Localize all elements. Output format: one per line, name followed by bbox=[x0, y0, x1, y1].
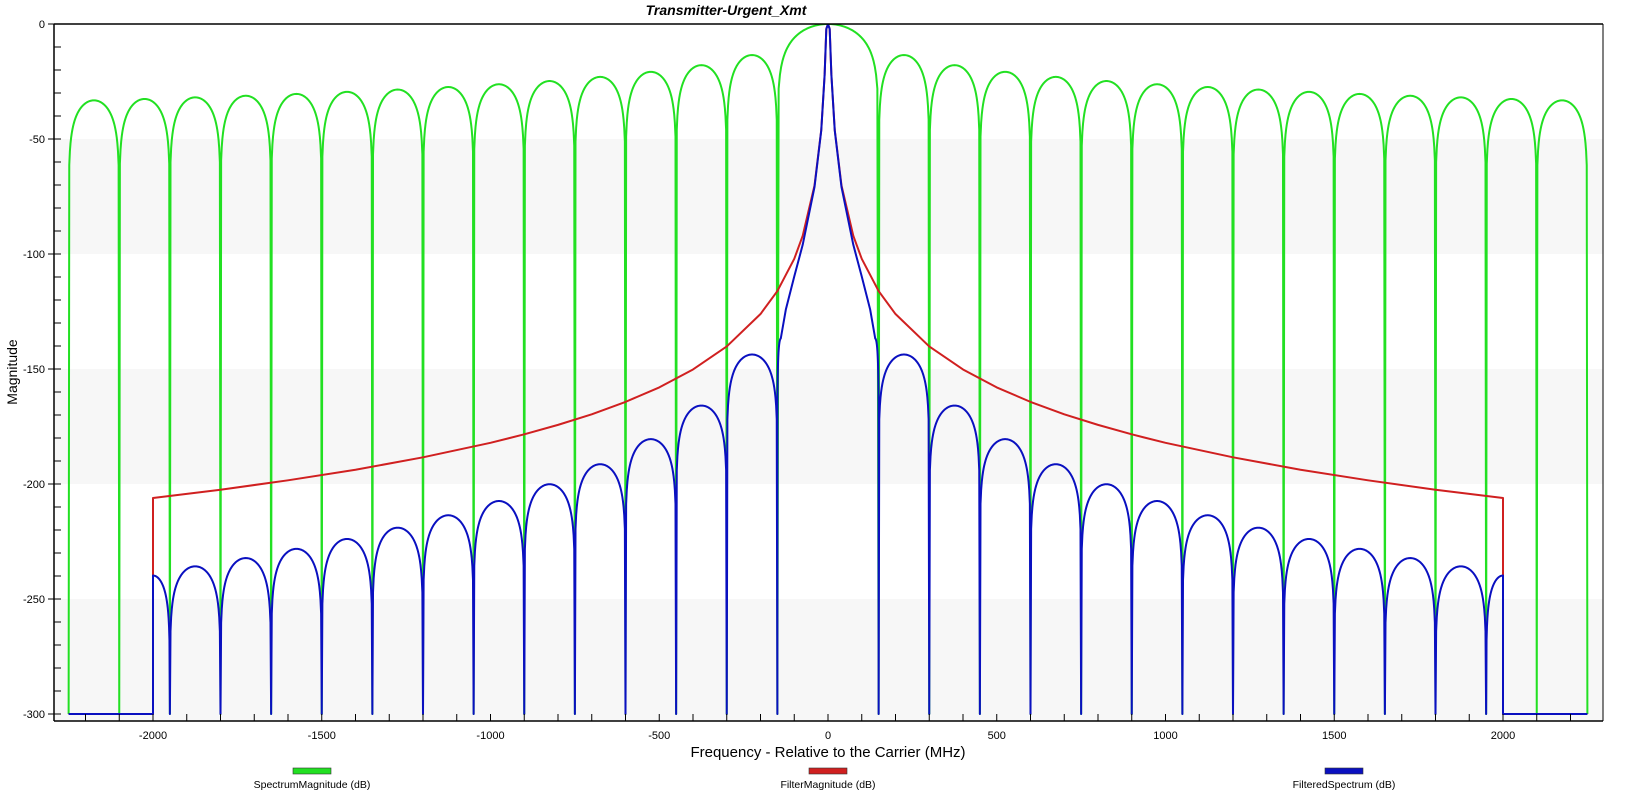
legend-label: SpectrumMagnitude (dB) bbox=[254, 779, 371, 791]
legend-item: FilteredSpectrum (dB) bbox=[1293, 767, 1396, 791]
grid-band bbox=[54, 599, 1603, 721]
y-tick-label: -50 bbox=[29, 134, 45, 146]
series-line-1 bbox=[68, 24, 1588, 715]
y-tick-label: -250 bbox=[23, 594, 45, 606]
grid-band bbox=[54, 139, 1603, 254]
y-tick-label: -100 bbox=[23, 249, 45, 261]
grid-bands bbox=[54, 139, 1603, 721]
x-tick-label: 1000 bbox=[1153, 730, 1177, 742]
x-tick-label: 500 bbox=[988, 730, 1006, 742]
y-tick-label: -150 bbox=[23, 364, 45, 376]
legend-label: FilteredSpectrum (dB) bbox=[1293, 779, 1396, 791]
legend: SpectrumMagnitude (dB) FilterMagnitude (d… bbox=[254, 767, 1396, 791]
x-axis-label: Frequency - Relative to the Carrier (MHz… bbox=[690, 744, 965, 761]
ticks: 0 -50 -100 -150 -200 -250 -300 -2000 -1500 -1000 -… bbox=[23, 19, 1571, 742]
x-tick-label: 1500 bbox=[1322, 730, 1346, 742]
x-tick-label: -1500 bbox=[308, 730, 336, 742]
y-tick-label: -200 bbox=[23, 479, 45, 491]
series-line-2 bbox=[68, 24, 1588, 715]
x-tick-label: 2000 bbox=[1491, 730, 1515, 742]
legend-label: FilterMagnitude (dB) bbox=[780, 779, 875, 791]
x-tick-label: -500 bbox=[648, 730, 670, 742]
series-layer bbox=[67, 24, 1589, 715]
y-tick-label: -300 bbox=[23, 709, 45, 721]
y-axis-label: Magnitude bbox=[4, 339, 20, 405]
legend-swatch bbox=[808, 767, 848, 775]
y-tick-label: 0 bbox=[39, 19, 45, 31]
legend-item: SpectrumMagnitude (dB) bbox=[254, 767, 371, 791]
x-tick-label: 0 bbox=[825, 730, 831, 742]
x-tick-label: -1000 bbox=[476, 730, 504, 742]
legend-item: FilterMagnitude (dB) bbox=[780, 767, 876, 791]
series-line-0 bbox=[67, 24, 1589, 715]
chart-title: Transmitter-Urgent_Xmt bbox=[646, 2, 808, 18]
grid-band bbox=[54, 369, 1603, 484]
x-tick-label: -2000 bbox=[139, 730, 167, 742]
legend-swatch bbox=[292, 767, 332, 775]
legend-swatch bbox=[1324, 767, 1364, 775]
